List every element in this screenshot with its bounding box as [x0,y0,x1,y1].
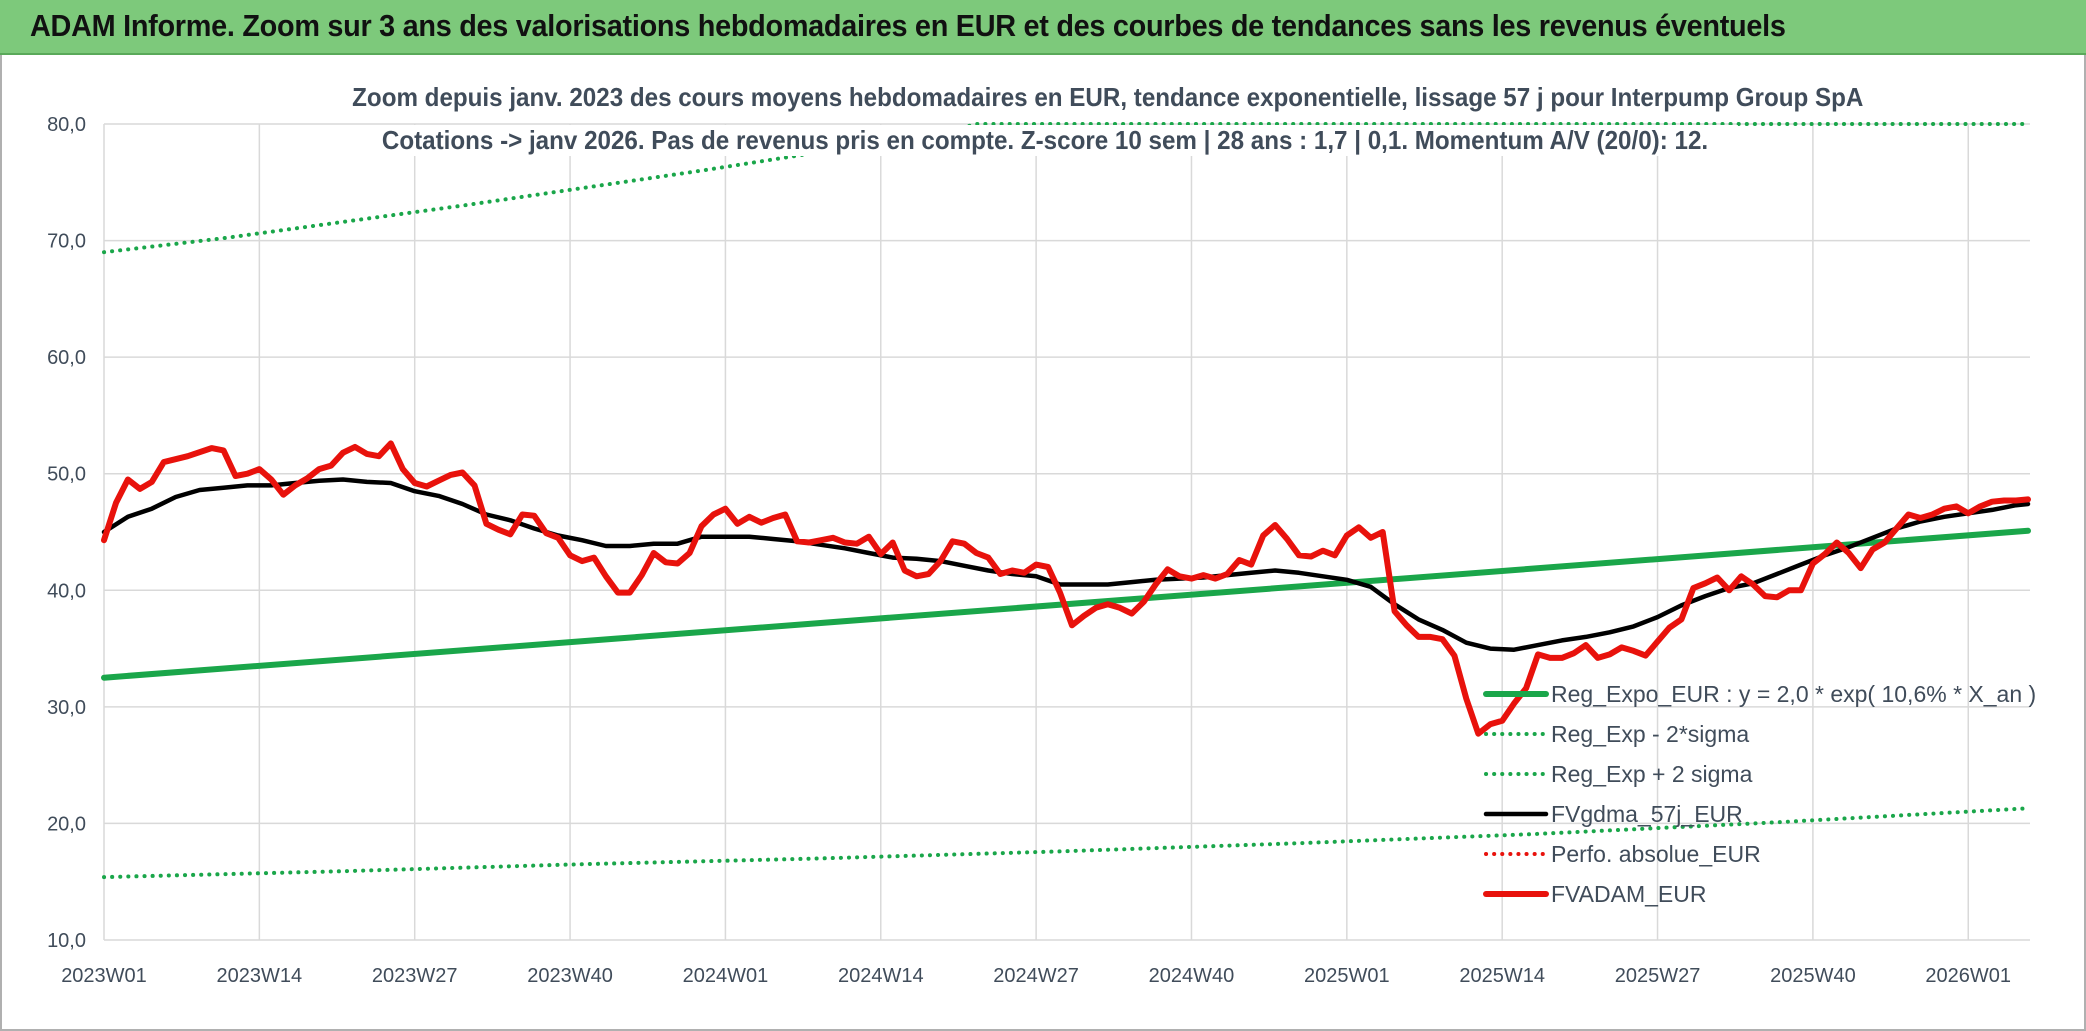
x-tick-label: 2023W14 [217,965,303,987]
legend-entry: Perfo. absolue_EUR [1551,841,1761,867]
grid-lines [103,123,2030,941]
y-tick-label: 30,0 [47,697,86,719]
x-tick-label: 2023W01 [61,965,147,987]
series-line-5 [101,440,2031,737]
chart-title: Zoom depuis janv. 2023 des cours moyens … [352,82,1864,113]
axis-labels: 10,0 20,0 30,0 40,0 50,0 60,0 70,0 80,0 2023W01 2… [47,114,2011,987]
x-tick-label: 2024W01 [683,965,769,987]
legend-entry: Reg_Expo_EUR : y = 2,0 * exp( 10,6% * X_… [1551,681,2036,707]
chart-frame [0,55,2086,1031]
report-banner: ADAM Informe. Zoom sur 3 ans des valoris… [0,0,2086,55]
legend-entry: Reg_Exp - 2*sigma [1551,721,1749,747]
x-tick-label: 2023W40 [527,965,613,987]
x-tick-label: 2023W27 [372,965,458,987]
y-tick-label: 50,0 [47,464,86,486]
series-lines [101,122,2031,880]
y-tick-label: 40,0 [47,580,86,602]
x-tick-label: 2025W40 [1770,965,1856,987]
legend: Reg_Expo_EUR : y = 2,0 * exp( 10,6% * X_… [1483,681,2036,907]
x-tick-label: 2024W40 [1149,965,1235,987]
legend-entry: Reg_Exp + 2 sigma [1551,761,1753,787]
x-tick-label: 2024W27 [993,965,1079,987]
y-tick-label: 20,0 [47,813,86,835]
series-line-2 [102,122,2030,255]
y-tick-label: 10,0 [47,930,86,952]
legend-entry: FVADAM_EUR [1551,881,1707,907]
x-tick-label: 2025W27 [1615,965,1701,987]
x-tick-label: 2025W14 [1459,965,1545,987]
y-tick-label: 80,0 [47,114,86,136]
legend-entry: FVgdma_57j_EUR [1551,801,1743,827]
x-tick-label: 2026W01 [1925,965,2011,987]
series-line-3 [101,477,2031,652]
x-tick-label: 2024W14 [838,965,924,987]
series-line-1 [102,806,2030,880]
x-tick-label: 2025W01 [1304,965,1390,987]
y-tick-label: 70,0 [47,231,86,253]
report-title: ADAM Informe. Zoom sur 3 ans des valoris… [30,8,1786,43]
chart-subtitle: Cotations -> janv 2026. Pas de revenus p… [352,125,1738,156]
y-tick-label: 60,0 [47,347,86,369]
